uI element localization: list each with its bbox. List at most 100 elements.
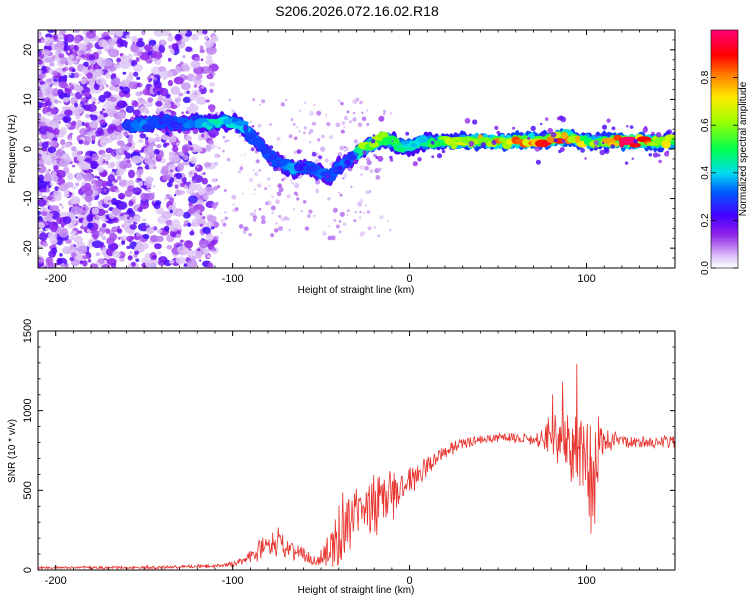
noise-blob xyxy=(227,139,230,142)
colorbar-step xyxy=(711,254,738,257)
noise-blob xyxy=(140,30,146,36)
noise-blob xyxy=(103,188,107,192)
noise-blob xyxy=(267,177,271,181)
noise-blob xyxy=(50,175,59,182)
noise-blob xyxy=(105,72,111,79)
noise-blob xyxy=(169,197,175,203)
noise-blob xyxy=(157,251,162,255)
noise-blob xyxy=(126,235,134,242)
colorbar-step xyxy=(711,65,738,69)
noise-blob xyxy=(199,45,204,51)
noise-blob xyxy=(127,138,133,143)
noise-blob xyxy=(105,228,111,235)
noise-blob xyxy=(42,217,46,220)
colorbar-step xyxy=(711,139,738,142)
colorbar-step xyxy=(711,168,738,172)
noise-blob xyxy=(96,127,104,135)
noise-blob xyxy=(155,207,164,215)
noise-blob xyxy=(308,132,311,135)
noise-blob xyxy=(184,240,194,249)
noise-blob xyxy=(71,146,77,152)
noise-blob xyxy=(39,232,48,241)
ridge-spur xyxy=(652,152,659,158)
colorbar-step xyxy=(711,172,738,176)
ridge-core xyxy=(613,134,622,141)
noise-blob xyxy=(99,110,104,115)
noise-blob xyxy=(138,37,144,42)
noise-blob xyxy=(45,86,54,95)
ridge-spur xyxy=(527,136,531,141)
noise-blob xyxy=(148,60,152,63)
noise-blob xyxy=(322,231,327,236)
noise-blob xyxy=(135,91,142,97)
noise-blob xyxy=(103,82,107,86)
noise-blob xyxy=(308,209,313,214)
noise-blob xyxy=(177,210,185,217)
noise-blob xyxy=(103,91,112,99)
noise-blob xyxy=(224,216,228,220)
noise-blob xyxy=(339,193,343,197)
noise-blob xyxy=(61,205,64,209)
noise-blob xyxy=(214,153,219,158)
noise-blob xyxy=(330,235,336,241)
colorbar-step xyxy=(711,149,738,152)
colorbar-tick-label: 0.0 xyxy=(700,261,711,275)
noise-blob xyxy=(84,113,90,119)
ridge-core xyxy=(259,144,268,154)
ridge-spur xyxy=(314,176,319,181)
noise-blob xyxy=(137,168,144,175)
noise-blob xyxy=(86,103,97,113)
noise-blob xyxy=(341,121,346,126)
noise-blob xyxy=(48,81,53,85)
colorbar-step xyxy=(711,61,738,65)
noise-blob xyxy=(177,30,188,35)
noise-blob xyxy=(145,192,155,201)
noise-blob xyxy=(69,256,75,262)
snr-background xyxy=(38,331,675,570)
noise-blob xyxy=(78,73,82,77)
noise-blob xyxy=(128,134,133,140)
noise-blob xyxy=(252,98,256,102)
noise-blob xyxy=(58,229,69,238)
colorbar-step xyxy=(711,164,738,168)
noise-blob xyxy=(44,173,52,182)
noise-blob xyxy=(117,175,122,181)
noise-blob xyxy=(85,68,88,72)
ridge-spur xyxy=(496,130,501,135)
noise-blob xyxy=(224,139,228,143)
noise-blob xyxy=(69,138,73,141)
noise-blob xyxy=(132,187,142,195)
colorbar-step xyxy=(711,244,738,247)
noise-blob xyxy=(139,52,150,61)
ridge-core xyxy=(486,141,493,147)
noise-blob xyxy=(44,101,52,107)
noise-blob xyxy=(94,263,98,268)
ridge-spur xyxy=(519,131,524,136)
noise-blob xyxy=(89,120,99,129)
noise-blob xyxy=(62,115,72,124)
noise-blob xyxy=(223,189,227,192)
noise-blob xyxy=(122,214,130,222)
heatmap-ytick-label: -20 xyxy=(22,240,34,256)
noise-blob xyxy=(49,140,58,148)
noise-blob xyxy=(189,231,195,236)
noise-blob xyxy=(194,92,197,95)
noise-blob xyxy=(161,165,169,173)
colorbar-step xyxy=(711,180,738,184)
noise-blob xyxy=(53,194,62,202)
noise-blob xyxy=(111,181,115,185)
ridge-spur xyxy=(434,138,438,141)
colorbar-step xyxy=(711,97,738,101)
noise-blob xyxy=(145,154,150,159)
noise-blob xyxy=(131,35,138,43)
noise-blob xyxy=(203,172,206,175)
colorbar-step xyxy=(711,226,738,229)
colorbar-step xyxy=(711,218,738,221)
noise-blob xyxy=(56,262,60,266)
ridge-spur xyxy=(540,130,547,137)
noise-blob xyxy=(244,153,247,156)
colorbar-step xyxy=(711,137,738,140)
noise-blob xyxy=(298,109,302,113)
